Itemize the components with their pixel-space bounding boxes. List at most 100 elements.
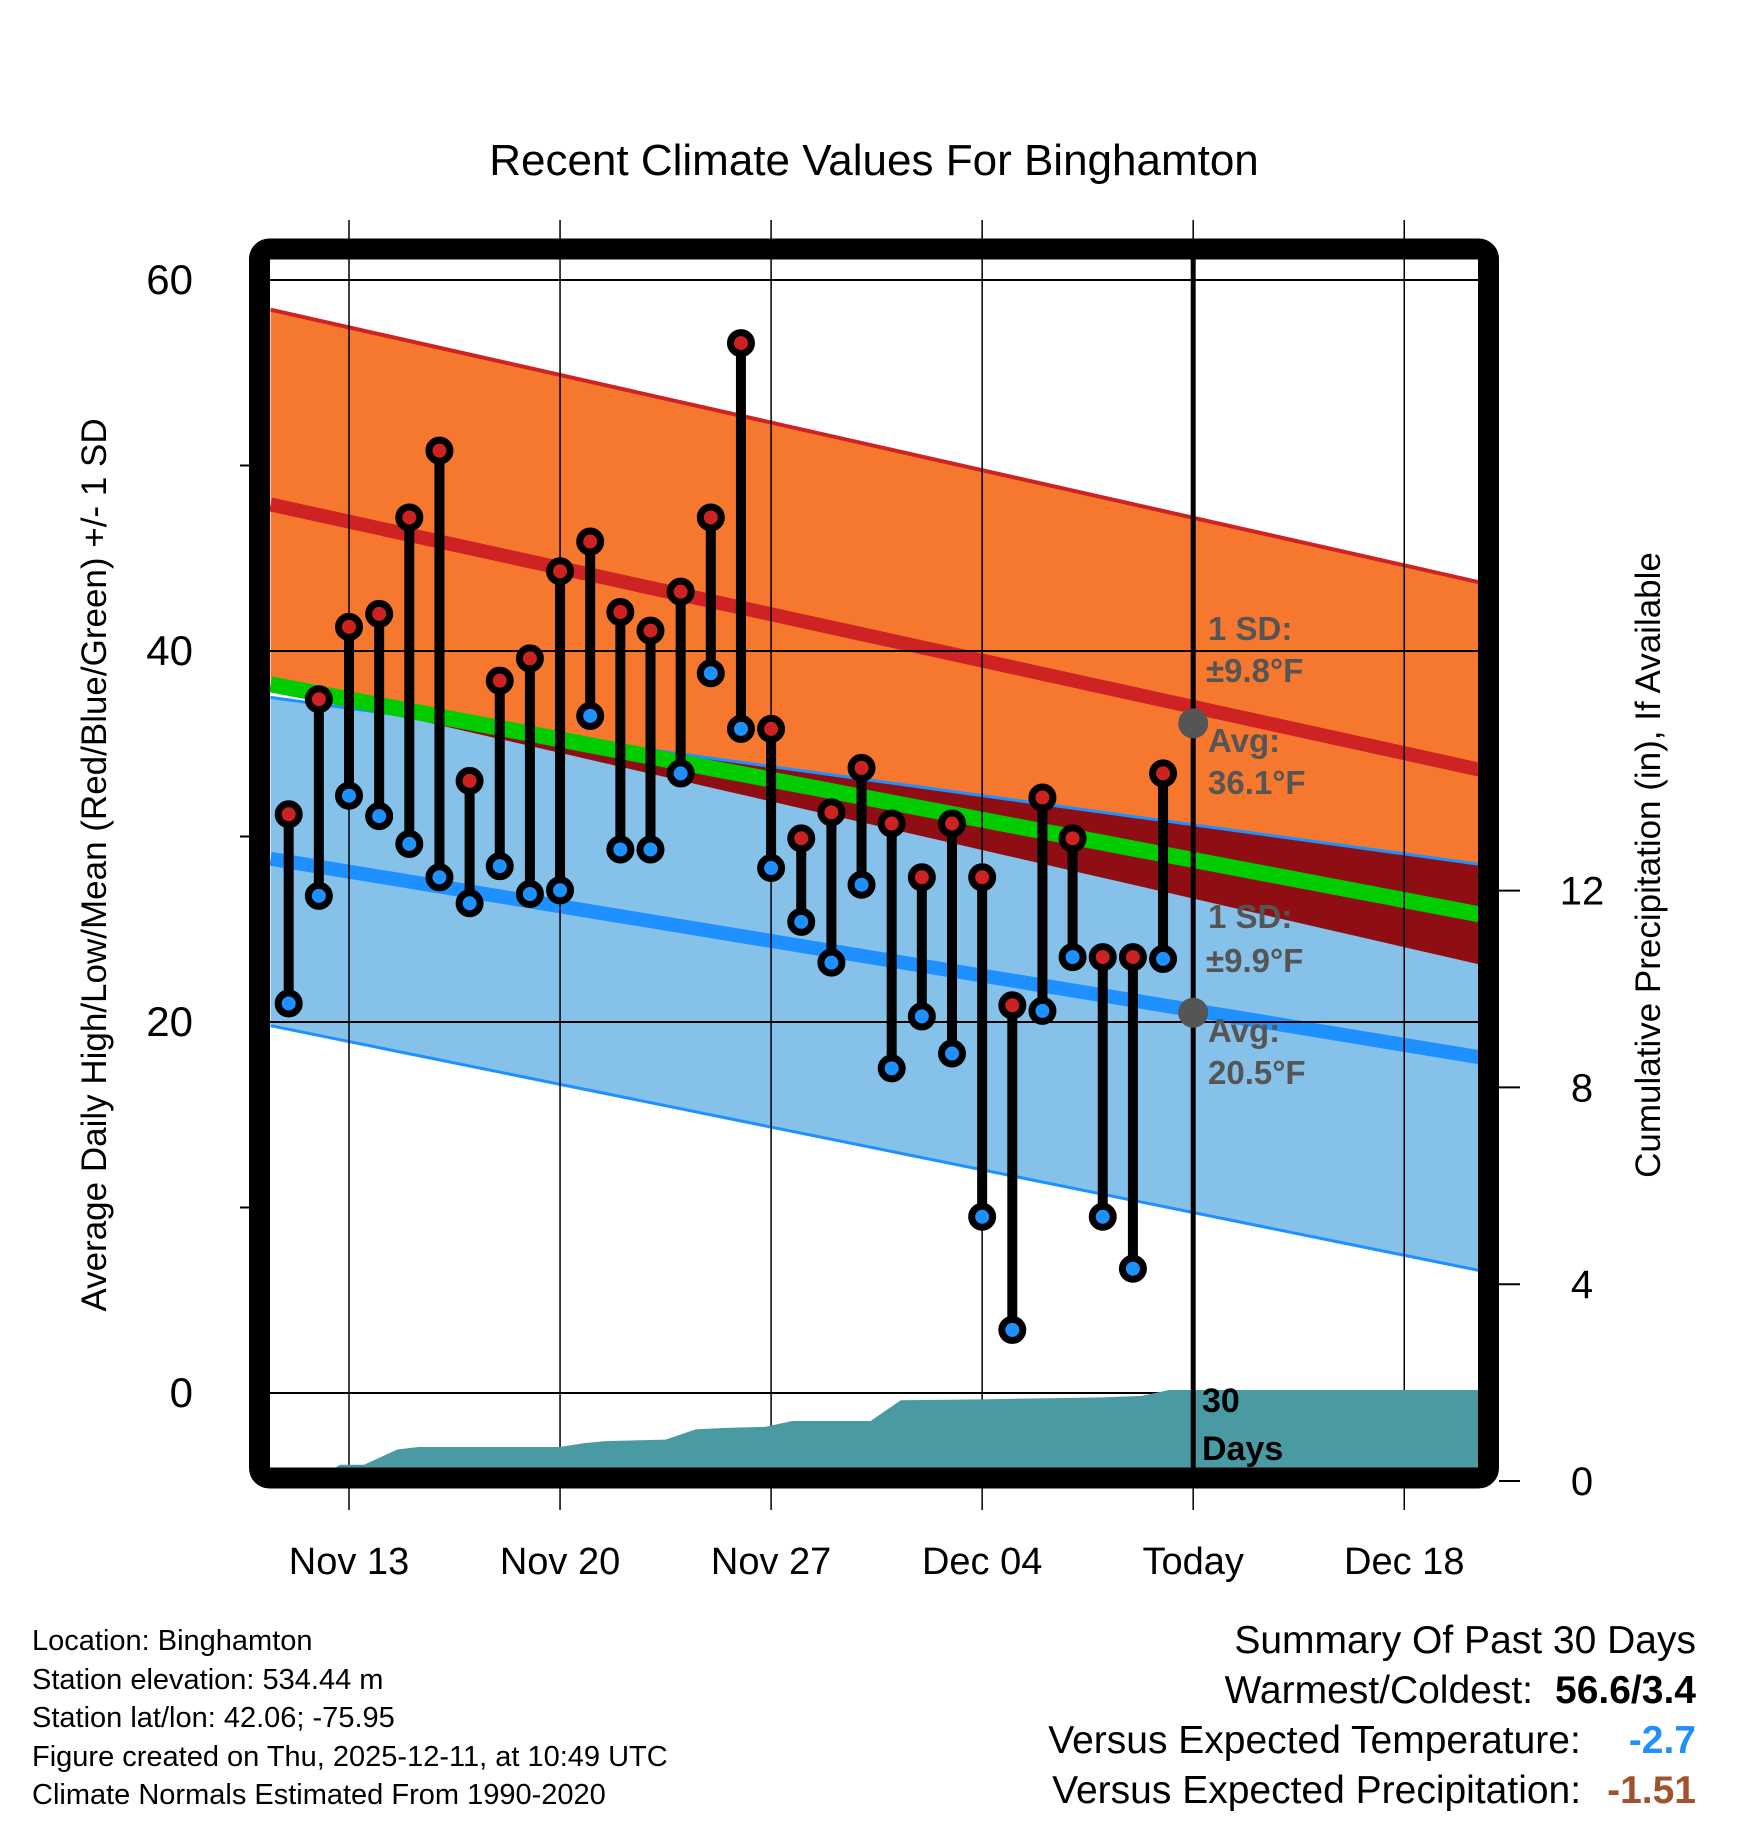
low-point	[817, 948, 846, 977]
latlon-text: Station lat/lon: 42.06; -75.95	[32, 1702, 395, 1734]
low-point	[847, 870, 876, 899]
high-point	[938, 809, 966, 838]
high-point	[877, 809, 906, 838]
low-point	[425, 863, 454, 892]
temp-label: Versus Expected Temperature:	[1048, 1719, 1581, 1762]
low-point	[546, 876, 575, 905]
high-sd-value: ±9.8°F	[1206, 652, 1303, 689]
right-tick-label: 12	[1560, 870, 1605, 914]
day-group-nov-15	[395, 503, 424, 858]
high-avg-label: Avg:	[1208, 722, 1280, 759]
high-point	[1058, 824, 1087, 853]
low-point	[395, 829, 424, 858]
low-point	[787, 907, 816, 936]
warm-cold-label: Warmest/Coldest:	[1224, 1669, 1534, 1712]
day-group-dec-09	[1118, 943, 1147, 1283]
high-avg-value: 36.1°F	[1208, 764, 1306, 801]
high-point	[515, 644, 544, 673]
warm-cold-value: 56.6/3.4	[1555, 1669, 1696, 1712]
low-point	[485, 852, 514, 881]
day-group-nov-27	[757, 714, 786, 883]
elevation-text: Station elevation: 534.44 m	[32, 1663, 384, 1696]
low-point	[335, 781, 363, 810]
precip-area	[312, 1389, 1478, 1468]
high-point	[1028, 783, 1057, 812]
high-point	[757, 714, 786, 743]
low-point	[1118, 1254, 1147, 1283]
low-point	[515, 880, 544, 909]
day-group-dec-06	[1028, 783, 1057, 1025]
high-point	[304, 685, 333, 714]
right-tick-label: 4	[1571, 1263, 1593, 1307]
precip-label: Versus Expected Precipitation:	[1052, 1769, 1582, 1812]
period-label-line2: Days	[1202, 1430, 1283, 1468]
high-point	[696, 503, 725, 532]
day-group-nov-18	[485, 666, 514, 881]
y-tick-label: 20	[146, 998, 193, 1045]
day-group-nov-19	[515, 644, 544, 909]
x-tick-label: Dec 18	[1344, 1541, 1464, 1583]
low-point	[606, 835, 635, 864]
high-point	[787, 824, 816, 853]
y-tick-label: 0	[170, 1369, 193, 1416]
normal-high-line	[270, 497, 1478, 777]
day-group-dec-04	[968, 863, 997, 1231]
low-point	[757, 854, 786, 883]
right-tick-label: 0	[1571, 1460, 1593, 1504]
high-point	[847, 753, 876, 782]
annotations: 1 SD: ±9.8°F Avg: 36.1°F 1 SD: ±9.9°F Av…	[1202, 610, 1306, 1468]
low-point	[1058, 943, 1087, 972]
high-point	[335, 612, 363, 641]
low-point	[1149, 944, 1178, 973]
day-group-nov-21	[576, 527, 605, 730]
day-group-nov-20	[546, 557, 575, 905]
high-point	[1118, 943, 1147, 972]
low-point	[968, 1202, 997, 1231]
today-high-avg-marker	[1178, 708, 1209, 739]
day-group-nov-16	[425, 436, 454, 892]
low-point	[1028, 996, 1057, 1025]
high-point	[455, 766, 484, 795]
day-group-nov-17	[455, 766, 484, 918]
high-point	[1149, 759, 1178, 788]
summary-temp: Versus Expected Temperature: -2.7	[1048, 1716, 1696, 1766]
high-point	[636, 616, 665, 645]
high-point	[907, 863, 936, 892]
low-point	[877, 1054, 906, 1083]
low-minus-sd-line	[270, 1024, 1478, 1272]
location-text: Location: Binghamton	[32, 1625, 313, 1657]
low-avg-value: 20.5°F	[1208, 1054, 1306, 1091]
period-label-line1: 30	[1202, 1382, 1240, 1420]
low-sd-label: 1 SD:	[1208, 898, 1292, 935]
low-point	[636, 835, 665, 864]
day-group-nov-13	[335, 612, 363, 810]
y-axis-right-label: Cumulative Precipitation (in), If Availa…	[1629, 552, 1668, 1178]
day-group-dec-07	[1058, 824, 1087, 972]
high-point	[546, 557, 575, 586]
low-point	[274, 989, 303, 1018]
low-point	[455, 889, 484, 918]
day-group-dec-08	[1088, 943, 1117, 1231]
y-tick-label: 60	[146, 256, 193, 303]
high-point	[576, 527, 605, 556]
summary-precip: Versus Expected Precipitation: -1.51	[1048, 1766, 1696, 1816]
created-text: Figure created on Thu, 2025-12-11, at 10…	[32, 1740, 668, 1773]
precip-area-group	[312, 1389, 1478, 1468]
day-group-dec-02	[907, 863, 936, 1031]
day-group-nov-11	[274, 800, 303, 1018]
temp-value: -2.7	[1628, 1719, 1696, 1762]
summary-title: Summary Of Past 30 Days	[1234, 1619, 1696, 1662]
chart-title: Recent Climate Values For Binghamton	[489, 136, 1259, 185]
high-point	[968, 863, 997, 892]
summary-warm-cold: Warmest/Coldest: 56.6/3.4	[1048, 1666, 1696, 1716]
day-group-nov-12	[304, 685, 333, 910]
low-point	[696, 659, 725, 688]
today-low-avg-marker	[1178, 997, 1209, 1028]
high-point	[726, 329, 755, 358]
low-point	[938, 1039, 966, 1068]
right-tick-label: 8	[1571, 1066, 1593, 1110]
day-group-nov-23	[636, 616, 665, 864]
y-tick-label: 40	[146, 627, 193, 674]
summary-panel: Summary Of Past 30 Days Warmest/Coldest:…	[1048, 1616, 1696, 1816]
day-group-nov-26	[726, 329, 755, 743]
